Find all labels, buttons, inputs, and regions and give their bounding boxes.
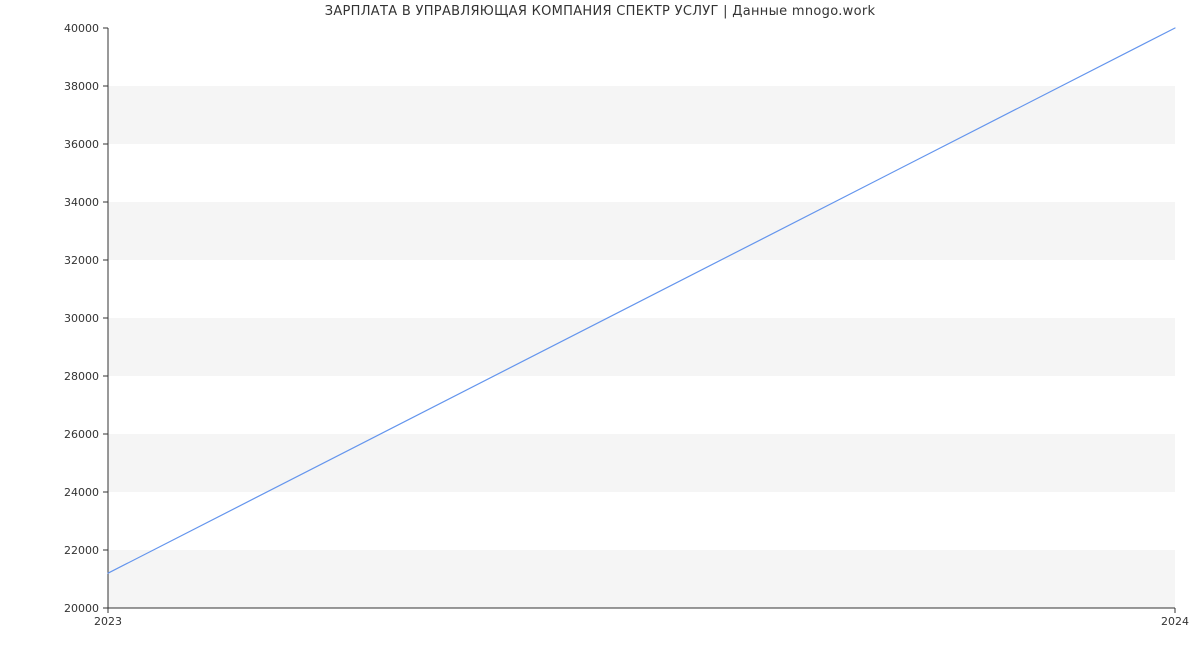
plot-band	[108, 144, 1175, 202]
y-tick-label: 40000	[64, 22, 99, 35]
y-tick-label: 30000	[64, 312, 99, 325]
plot-band	[108, 492, 1175, 550]
y-tick-label: 32000	[64, 254, 99, 267]
x-tick-label: 2023	[94, 615, 122, 628]
y-tick-label: 38000	[64, 80, 99, 93]
y-tick-label: 24000	[64, 486, 99, 499]
plot-band	[108, 260, 1175, 318]
x-tick-label: 2024	[1161, 615, 1189, 628]
y-tick-label: 36000	[64, 138, 99, 151]
y-tick-label: 28000	[64, 370, 99, 383]
plot-band	[108, 434, 1175, 492]
y-tick-label: 20000	[64, 602, 99, 615]
y-tick-label: 26000	[64, 428, 99, 441]
line-chart: 20000 22000 24000 26000 28000 30000 32000 34000…	[0, 0, 1200, 650]
plot-band	[108, 550, 1175, 608]
y-tick-label: 34000	[64, 196, 99, 209]
y-tick-label: 22000	[64, 544, 99, 557]
plot-band	[108, 376, 1175, 434]
plot-band	[108, 28, 1175, 86]
plot-band	[108, 202, 1175, 260]
plot-band	[108, 86, 1175, 144]
plot-band	[108, 318, 1175, 376]
